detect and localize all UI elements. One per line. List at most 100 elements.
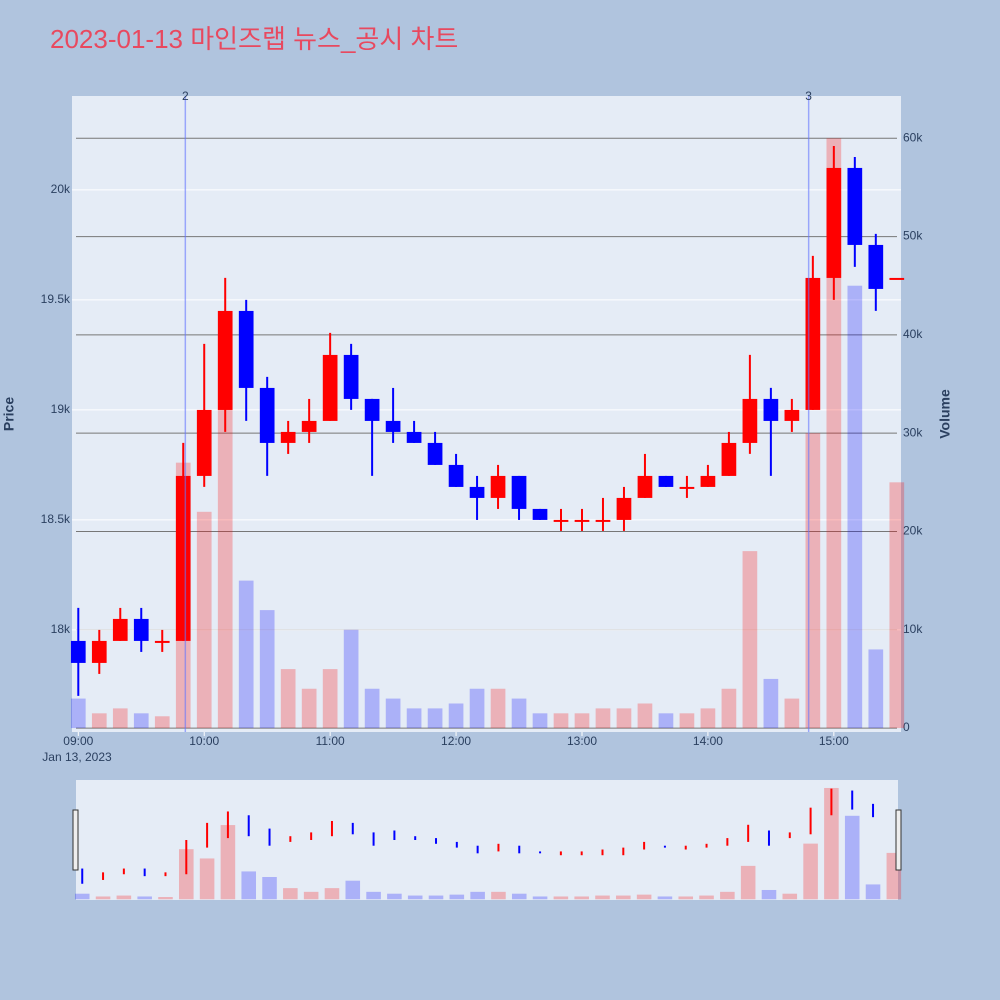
mini-volume-bar <box>553 896 569 900</box>
x-tick-label: 14:00 <box>693 734 723 748</box>
volume-bar <box>112 708 128 729</box>
candle-body <box>637 475 653 498</box>
volume-bar <box>448 703 464 729</box>
volume-bar <box>721 688 737 729</box>
candle-body <box>553 519 569 522</box>
volume-bar <box>763 678 779 729</box>
candle-body <box>700 475 716 487</box>
mini-volume-bar <box>636 894 652 900</box>
candle-body <box>259 387 275 443</box>
volume-bar <box>70 698 86 729</box>
y2-tick-label: 40k <box>903 327 923 341</box>
candle-body <box>154 640 170 643</box>
y-tick-label: 19.5k <box>41 292 71 306</box>
y2-tick-label: 60k <box>903 130 923 144</box>
mini-volume-bar <box>158 897 173 900</box>
y2-tick-label: 30k <box>903 425 923 439</box>
mini-volume-bar <box>449 894 465 900</box>
range-handle[interactable] <box>72 809 79 871</box>
y2-tick-label: 10k <box>903 622 923 636</box>
x-tick-label: 15:00 <box>819 734 849 748</box>
candle-body <box>322 354 338 421</box>
mini-volume-bar <box>303 891 319 900</box>
candle-body <box>889 277 905 280</box>
mini-volume-bar <box>491 891 506 900</box>
volume-bar <box>616 708 632 729</box>
candle-body <box>826 167 842 278</box>
volume-bar <box>553 713 569 729</box>
candle-body <box>364 398 380 421</box>
volume-bar <box>805 433 821 729</box>
volume-bar <box>595 708 611 729</box>
mini-volume-bar <box>720 891 735 900</box>
x-tick-label: 13:00 <box>567 734 597 748</box>
y-tick-label: 20k <box>51 182 71 196</box>
volume-bar <box>427 708 443 729</box>
candle-body <box>532 508 548 520</box>
mini-volume-bar <box>782 893 798 900</box>
mini-volume-bar <box>803 843 818 900</box>
candle-body <box>490 475 506 498</box>
volume-bar <box>868 649 884 729</box>
y2-tick-label: 50k <box>903 229 923 243</box>
candle-body <box>427 442 443 465</box>
volume-bar <box>343 629 359 729</box>
volume-bar <box>196 511 212 729</box>
volume-bar <box>385 698 401 729</box>
y2-tick-label: 0 <box>903 720 910 734</box>
candle-body <box>721 442 737 476</box>
candle-body <box>238 310 254 388</box>
candle-body <box>574 519 590 522</box>
chart-title: 2023-01-13 마인즈랩 뉴스_공시 차트 <box>50 24 458 54</box>
mini-volume-bar <box>407 895 423 900</box>
x-date-label: Jan 13, 2023 <box>42 750 112 764</box>
candle-body <box>406 431 422 443</box>
candle-body <box>175 475 191 641</box>
volume-bar <box>784 698 800 729</box>
volume-bar <box>301 688 317 729</box>
volume-bar <box>679 713 695 729</box>
mini-volume-bar <box>345 880 361 900</box>
volume-bar <box>238 580 254 729</box>
candle-body <box>70 640 86 663</box>
candle-body <box>784 409 800 421</box>
candle-body <box>847 167 863 245</box>
candle-body <box>133 618 149 641</box>
volume-bar <box>133 713 149 729</box>
y-axis-title: Price <box>1 397 17 431</box>
annotation-label: 2 <box>182 89 189 103</box>
candle-body <box>448 464 464 487</box>
mini-volume-bar <box>428 895 444 900</box>
mini-volume-bar <box>574 896 589 900</box>
range-slider[interactable] <box>76 780 898 900</box>
candle-body <box>595 519 611 522</box>
mini-volume-bar <box>387 893 402 900</box>
volume-bar <box>91 713 107 729</box>
candle-body <box>112 618 128 641</box>
mini-volume-bar <box>74 893 90 900</box>
mini-volume-bar <box>366 891 381 900</box>
mini-volume-bar <box>511 893 527 900</box>
volume-bar <box>280 669 296 729</box>
mini-volume-bar <box>740 865 756 900</box>
candle-body <box>280 431 296 443</box>
y2-tick-label: 20k <box>903 524 923 538</box>
mini-volume-bar <box>761 889 777 900</box>
y-tick-label: 19k <box>51 402 71 416</box>
mini-volume-bar <box>241 871 257 900</box>
mini-volume-bar <box>595 895 610 900</box>
candle-body <box>805 277 821 410</box>
volume-bar <box>574 713 590 729</box>
candle-body <box>868 244 884 289</box>
y2-axis-title: Volume <box>937 389 953 439</box>
candle-body <box>742 398 758 443</box>
volume-bar <box>826 138 842 729</box>
range-handle[interactable] <box>895 809 902 871</box>
mini-volume-bar <box>699 895 714 900</box>
volume-bar <box>532 713 548 729</box>
candle-body <box>511 475 527 509</box>
mini-volume-bar <box>199 858 215 900</box>
mini-volume-bar <box>616 895 631 900</box>
volume-bar <box>364 688 380 729</box>
volume-bar <box>490 688 506 729</box>
